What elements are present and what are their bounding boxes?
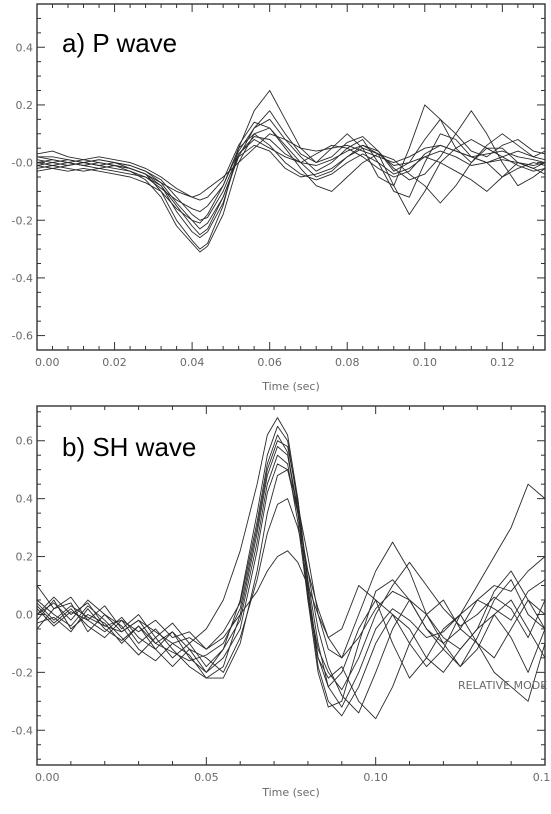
panel-0-x-tick-label: 0.04 [180, 356, 205, 369]
panel-0-trace-4 [37, 133, 545, 198]
panel-1-y-tick-label: -0.4 [12, 724, 33, 737]
panel-1-trace-9 [37, 434, 545, 691]
panel-0-title: a) P wave [62, 28, 177, 58]
panel-1-x-tick-label: 0.00 [35, 771, 60, 784]
panel-0-y-tick-label: 0.2 [16, 99, 34, 112]
panel-0-x-tick-label: 0.02 [102, 356, 127, 369]
panel-0-y-tick-label: -0.0 [12, 157, 33, 170]
panel-1-trace-7 [37, 550, 545, 668]
panel-1-x-axis-label: Time (sec) [261, 786, 320, 799]
panel-0-trace-7 [37, 139, 545, 230]
panel-0-trace-8 [37, 136, 545, 239]
panel-1-trace-4 [37, 454, 545, 720]
panel-0-y-tick-label: -0.4 [12, 272, 33, 285]
panel-1-annotation: RELATIVE MODE [458, 679, 547, 692]
panel-1-trace-0 [37, 417, 545, 688]
panel-1-trace-3 [37, 463, 545, 714]
panel-0-y-tick-label: 0.4 [16, 41, 34, 54]
panel-1-trace-1 [37, 425, 545, 708]
panel-1-trace-5 [37, 469, 545, 679]
panel-0-x-tick-label: 0.12 [490, 356, 515, 369]
panel-0-x-axis-label: Time (sec) [261, 380, 320, 393]
panel-0-x-tick-label: 0.06 [257, 356, 282, 369]
panel-1-y-tick-label: -0.2 [12, 666, 33, 679]
panel-1-y-tick-label: 0.0 [16, 608, 34, 621]
panel-1-trace-2 [37, 446, 545, 717]
panel-0-trace-6 [37, 121, 545, 204]
panel-0-x-tick-label: 0.00 [35, 356, 60, 369]
panel-0-trace-5 [37, 133, 545, 224]
panel-1-title: b) SH wave [62, 432, 196, 462]
panel-0-trace-9 [37, 110, 545, 213]
panel-0-x-tick-label: 0.08 [335, 356, 360, 369]
panel-1-x-tick-label: 0.10 [363, 771, 388, 784]
panel-1-trace-8 [37, 440, 545, 708]
panel-1-x-tick-label: 0.05 [194, 771, 219, 784]
panel-1-trace-6 [37, 498, 545, 702]
panel-1-y-tick-label: 0.6 [16, 435, 34, 448]
panel-0-y-tick-label: -0.6 [12, 330, 33, 343]
panel-1-x-tick-label: 0.15 [533, 771, 551, 784]
panel-1-y-tick-label: 0.2 [16, 551, 34, 564]
panel-0-x-tick-label: 0.10 [413, 356, 438, 369]
panel-1-y-tick-label: 0.4 [16, 493, 34, 506]
panel-0-trace-3 [37, 110, 545, 253]
panel-0-trace-1 [37, 118, 545, 236]
panel-0-y-tick-label: -0.2 [12, 214, 33, 227]
